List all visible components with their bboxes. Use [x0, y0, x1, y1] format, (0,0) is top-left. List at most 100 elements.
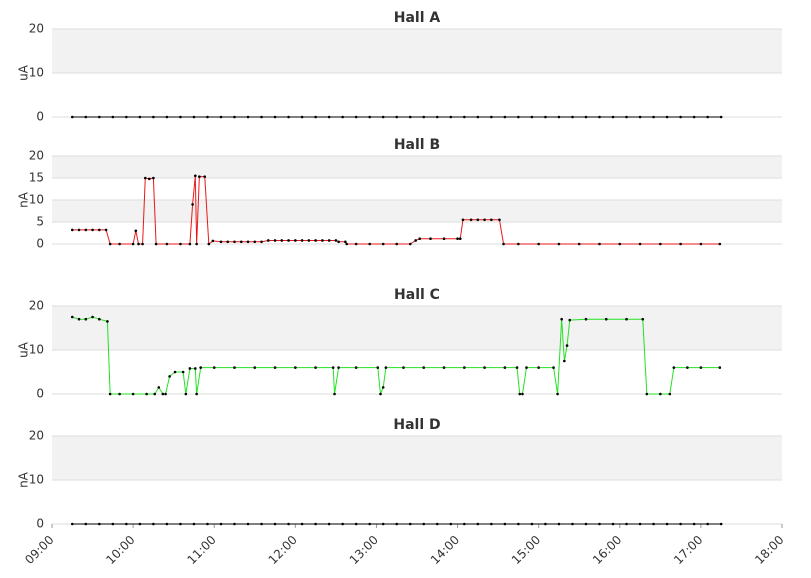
data-point — [307, 239, 311, 242]
y-tick-label: 20 — [29, 299, 44, 313]
data-point — [414, 239, 417, 242]
data-point — [344, 240, 347, 244]
data-point — [168, 375, 171, 378]
data-point — [498, 218, 501, 222]
data-point — [260, 522, 263, 526]
data-point — [106, 320, 109, 323]
chart-title: Hall B — [394, 137, 440, 153]
data-point — [239, 240, 243, 244]
data-point — [544, 115, 547, 119]
data-point — [659, 242, 662, 246]
data-point — [530, 522, 534, 526]
x-tick-label: 15:00 — [509, 533, 543, 567]
data-point — [692, 522, 696, 526]
data-point — [408, 242, 412, 246]
data-point — [476, 218, 480, 222]
data-point — [273, 366, 277, 369]
data-point — [422, 115, 426, 119]
data-point — [203, 175, 207, 178]
data-point — [577, 242, 581, 246]
data-point — [314, 366, 317, 369]
data-point — [368, 522, 371, 526]
data-point — [476, 115, 480, 119]
data-point — [287, 239, 290, 242]
data-point — [138, 115, 142, 119]
data-point — [490, 522, 493, 526]
plot-band — [52, 436, 782, 480]
data-point — [556, 392, 559, 396]
data-point — [233, 115, 236, 119]
y-tick-label: 0 — [36, 517, 44, 531]
data-point — [435, 115, 439, 119]
data-point — [463, 522, 466, 526]
data-point — [260, 115, 263, 119]
data-point — [537, 242, 540, 246]
data-point — [341, 115, 344, 119]
data-point — [381, 386, 385, 389]
data-point — [246, 115, 250, 119]
data-point — [611, 115, 615, 119]
data-point — [598, 242, 601, 246]
data-point — [219, 115, 223, 119]
y-axis-label: nA — [17, 191, 31, 208]
data-point — [233, 240, 236, 244]
data-point — [503, 366, 507, 369]
data-point — [327, 115, 331, 119]
data-point — [641, 317, 645, 321]
x-tick-label: 16:00 — [590, 533, 624, 567]
data-point — [521, 392, 524, 396]
data-point — [442, 237, 446, 241]
data-point — [179, 115, 182, 119]
data-point — [157, 386, 161, 389]
plot-band — [52, 156, 782, 178]
y-tick-label: 15 — [29, 171, 44, 185]
data-point — [207, 242, 211, 246]
data-point — [173, 370, 177, 374]
data-point — [77, 228, 81, 232]
data-point — [552, 366, 555, 369]
data-point — [206, 522, 209, 526]
data-point — [233, 522, 236, 526]
data-point — [118, 242, 121, 246]
series-line — [72, 316, 720, 395]
data-point — [91, 315, 94, 319]
data-point — [327, 522, 331, 526]
data-point — [273, 239, 277, 242]
data-point — [442, 366, 446, 369]
data-point — [354, 242, 358, 246]
data-point — [125, 115, 128, 119]
y-tick-label: 20 — [29, 22, 44, 36]
data-point — [490, 218, 493, 222]
y-tick-label: 10 — [29, 66, 44, 80]
data-point — [300, 115, 304, 119]
data-point — [381, 115, 385, 119]
y-tick-label: 0 — [36, 110, 44, 124]
data-point — [333, 392, 336, 396]
x-tick-label: 12:00 — [266, 533, 300, 567]
y-tick-label: 10 — [29, 343, 44, 357]
y-tick-label: 5 — [36, 215, 44, 229]
data-point — [476, 522, 480, 526]
data-point — [584, 522, 588, 526]
data-point — [273, 522, 277, 526]
data-point — [618, 242, 622, 246]
x-tick-label: 14:00 — [428, 533, 462, 567]
data-point — [314, 522, 317, 526]
data-point — [152, 522, 155, 526]
data-point — [111, 115, 115, 119]
y-tick-label: 20 — [29, 429, 44, 443]
x-tick-label: 11:00 — [184, 533, 218, 567]
data-point — [165, 115, 169, 119]
data-point — [530, 115, 534, 119]
data-point — [652, 115, 655, 119]
data-point — [179, 522, 182, 526]
data-point — [665, 115, 669, 119]
data-point — [456, 237, 459, 241]
data-point — [665, 522, 669, 526]
data-point — [699, 242, 703, 246]
data-point — [395, 522, 399, 526]
data-point — [571, 522, 574, 526]
data-point — [568, 318, 572, 322]
